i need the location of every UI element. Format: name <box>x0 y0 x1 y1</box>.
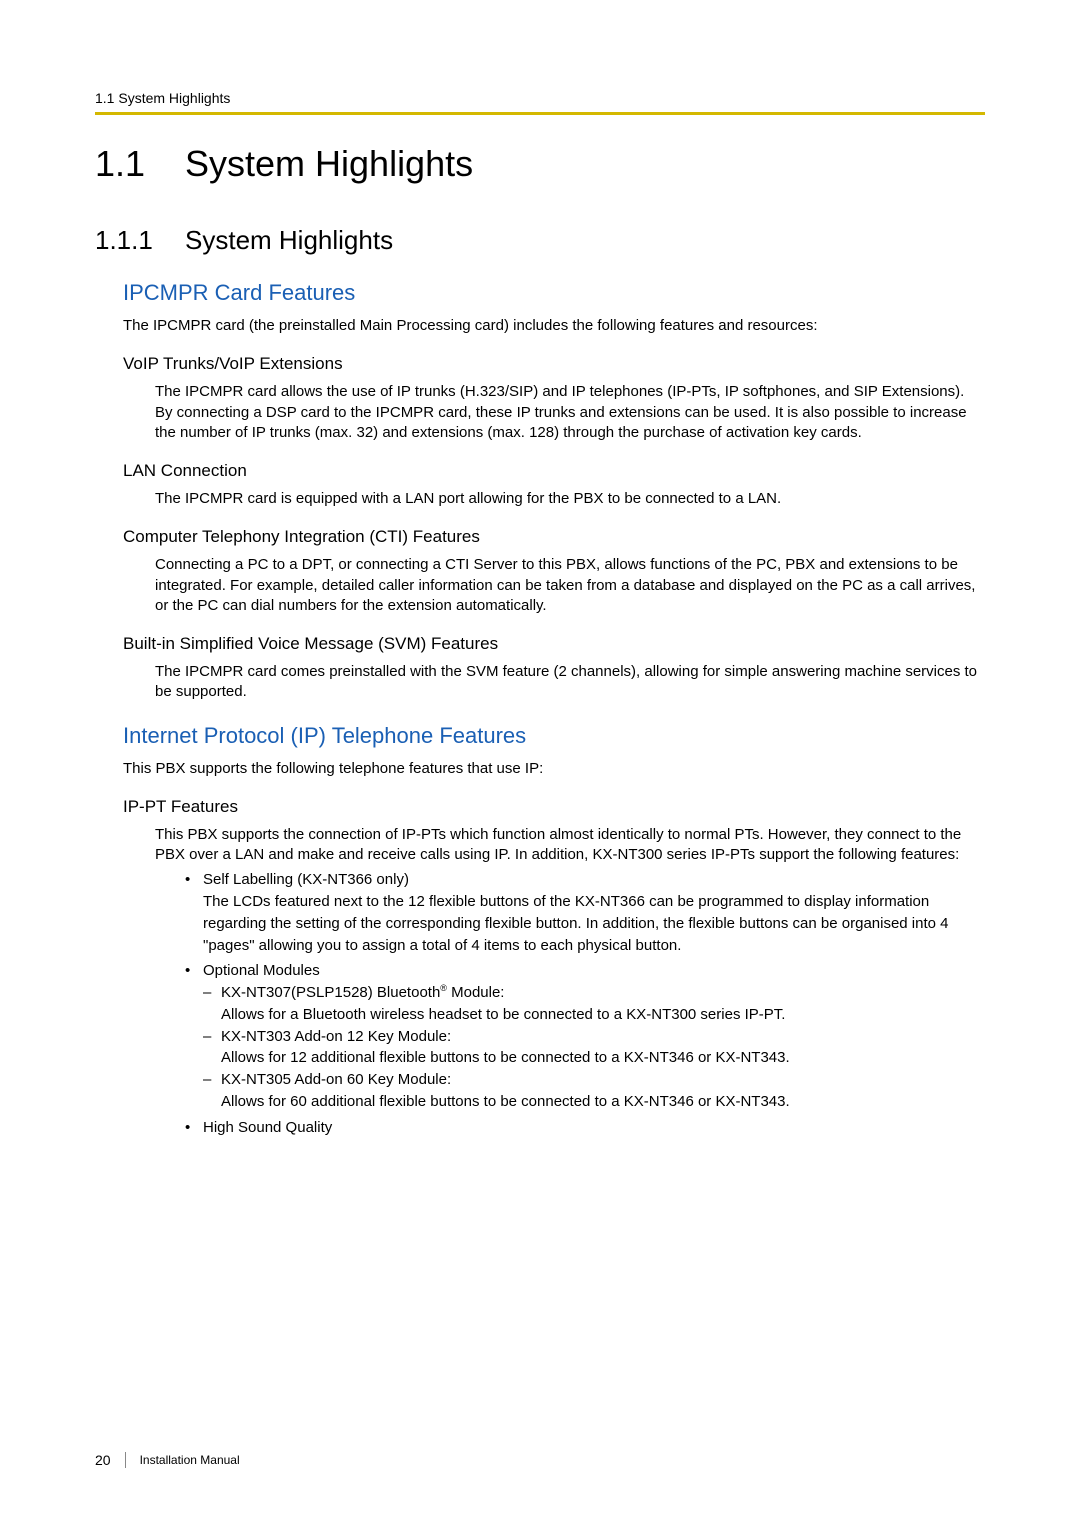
page-number: 20 <box>95 1452 126 1468</box>
subtitle-number: 1.1.1 <box>95 225 185 256</box>
section1-intro: The IPCMPR card (the preinstalled Main P… <box>95 316 985 336</box>
section-heading-ip-telephone: Internet Protocol (IP) Telephone Feature… <box>95 723 985 749</box>
header-breadcrumb: 1.1 System Highlights <box>95 90 985 106</box>
feature-body-svm: The IPCMPR card comes preinstalled with … <box>95 662 985 703</box>
title-number: 1.1 <box>95 143 185 185</box>
feature-body-ippt: This PBX supports the connection of IP-P… <box>95 825 985 866</box>
bullet-self-labelling-body: The LCDs featured next to the 12 flexibl… <box>185 891 985 956</box>
feature-title-lan: LAN Connection <box>95 461 985 481</box>
bullet-high-sound: High Sound Quality <box>185 1117 985 1139</box>
page-footer: 20 Installation Manual <box>95 1452 240 1468</box>
module-12key-body: Allows for 12 additional flexible button… <box>203 1047 985 1069</box>
feature-body-cti: Connecting a PC to a DPT, or connecting … <box>95 555 985 616</box>
module-bluetooth-body: Allows for a Bluetooth wireless headset … <box>203 1004 985 1026</box>
feature-title-cti: Computer Telephony Integration (CTI) Fea… <box>95 527 985 547</box>
bullet-self-labelling: Self Labelling (KX-NT366 only) <box>185 869 985 891</box>
module-bluetooth-title: KX-NT307(PSLP1528) Bluetooth <box>221 984 440 1001</box>
section2-intro: This PBX supports the following telephon… <box>95 759 985 779</box>
module-60key-body: Allows for 60 additional flexible button… <box>203 1091 985 1113</box>
feature-body-lan: The IPCMPR card is equipped with a LAN p… <box>95 489 985 509</box>
footer-label: Installation Manual <box>140 1453 240 1467</box>
bullet-optional-modules: Optional Modules <box>185 960 985 982</box>
module-bluetooth: KX-NT307(PSLP1528) Bluetooth® Module: <box>203 982 985 1004</box>
section-heading-ipcmpr: IPCMPR Card Features <box>95 280 985 306</box>
module-60key: KX-NT305 Add-on 60 Key Module: <box>203 1069 985 1091</box>
subtitle-text: System Highlights <box>185 225 393 256</box>
feature-title-svm: Built-in Simplified Voice Message (SVM) … <box>95 634 985 654</box>
page-title: 1.1 System Highlights <box>95 143 985 185</box>
header-rule <box>95 112 985 115</box>
module-bluetooth-suffix: Module: <box>447 984 505 1001</box>
feature-body-voip: The IPCMPR card allows the use of IP tru… <box>95 382 985 443</box>
trademark-icon: ® <box>440 983 447 993</box>
section-subtitle: 1.1.1 System Highlights <box>95 225 985 256</box>
feature-title-voip: VoIP Trunks/VoIP Extensions <box>95 354 985 374</box>
module-12key: KX-NT303 Add-on 12 Key Module: <box>203 1026 985 1048</box>
feature-title-ippt: IP-PT Features <box>95 797 985 817</box>
title-text: System Highlights <box>185 143 473 185</box>
